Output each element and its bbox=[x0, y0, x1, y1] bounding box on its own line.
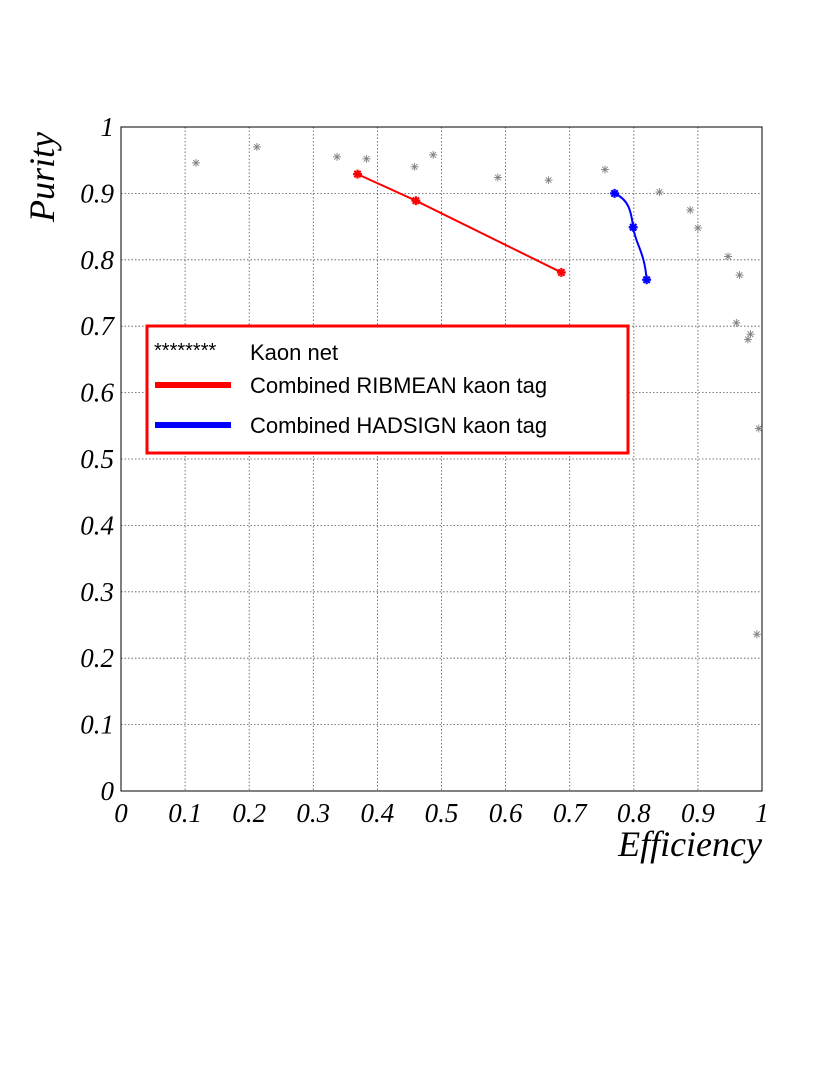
data-series bbox=[191, 142, 763, 639]
data-point bbox=[252, 142, 261, 151]
y-tick-label: 0.3 bbox=[80, 577, 114, 607]
data-point bbox=[686, 206, 695, 214]
x-tick-label: 1 bbox=[755, 798, 769, 828]
x-axis-tick-labels: 0 0.1 0.2 0.3 0.4 0.5 0.6 0.7 0.8 0.9 1 bbox=[114, 798, 769, 828]
grid bbox=[121, 127, 762, 791]
y-tick-label: 0.8 bbox=[80, 245, 114, 275]
data-point bbox=[610, 188, 620, 198]
y-tick-label: 0 bbox=[101, 776, 115, 806]
legend: ******** Kaon net Combined RIBMEAN kaon … bbox=[145, 324, 630, 455]
plot-frame bbox=[120, 126, 763, 792]
data-point bbox=[493, 173, 502, 182]
data-point bbox=[544, 176, 553, 185]
y-tick-label: 0.9 bbox=[80, 178, 114, 208]
legend-label-kaon-net: Kaon net bbox=[250, 340, 338, 365]
data-point bbox=[362, 154, 371, 163]
data-point bbox=[628, 222, 638, 232]
data-point bbox=[191, 158, 200, 167]
data-point bbox=[754, 424, 763, 433]
y-axis-tick-labels: 0 0.1 0.2 0.3 0.4 0.5 0.6 0.7 0.8 0.9 1 bbox=[80, 112, 115, 806]
x-tick-label: 0.7 bbox=[553, 798, 588, 828]
x-tick-label: 0.6 bbox=[489, 798, 523, 828]
data-point bbox=[600, 165, 609, 174]
x-tick-label: 0.4 bbox=[361, 798, 395, 828]
series-line bbox=[357, 173, 562, 274]
legend-marker-kaon-net: ******** bbox=[154, 340, 216, 362]
legend-frame bbox=[145, 324, 630, 455]
data-point bbox=[410, 162, 419, 171]
series-kaon-net bbox=[191, 142, 763, 639]
y-tick-label: 0.2 bbox=[80, 643, 114, 673]
data-point bbox=[353, 169, 363, 179]
series-line bbox=[614, 192, 648, 280]
y-axis-title: Purity bbox=[22, 132, 62, 223]
legend-label-hadsign: Combined HADSIGN kaon tag bbox=[250, 413, 547, 438]
legend-label-ribmean: Combined RIBMEAN kaon tag bbox=[250, 373, 547, 398]
x-tick-label: 0.5 bbox=[425, 798, 459, 828]
x-tick-label: 0.3 bbox=[296, 798, 330, 828]
y-tick-label: 0.7 bbox=[80, 311, 115, 341]
data-point bbox=[556, 267, 566, 277]
y-tick-label: 1 bbox=[101, 112, 115, 142]
series-combined-hadsign-kaon-tag bbox=[610, 188, 652, 285]
x-tick-label: 0.8 bbox=[617, 798, 651, 828]
data-point bbox=[724, 252, 733, 261]
data-point bbox=[429, 150, 438, 159]
x-tick-label: 0.2 bbox=[232, 798, 266, 828]
y-tick-label: 0.4 bbox=[80, 510, 114, 540]
data-point bbox=[732, 318, 741, 327]
y-tick-label: 0.6 bbox=[80, 378, 114, 408]
x-tick-label: 0 bbox=[114, 798, 128, 828]
data-point bbox=[743, 335, 752, 344]
x-axis-title: Efficiency bbox=[617, 824, 762, 864]
data-point bbox=[746, 330, 755, 339]
y-tick-label: 0.5 bbox=[80, 444, 114, 474]
data-point bbox=[411, 196, 421, 206]
x-tick-label: 0.1 bbox=[168, 798, 202, 828]
series-combined-ribmean-kaon-tag bbox=[353, 169, 566, 277]
x-tick-label: 0.9 bbox=[681, 798, 715, 828]
data-point bbox=[735, 271, 744, 280]
data-point bbox=[752, 630, 761, 639]
data-point bbox=[333, 152, 342, 161]
data-point bbox=[693, 223, 702, 232]
y-tick-label: 0.1 bbox=[80, 710, 114, 740]
data-point bbox=[655, 188, 664, 197]
data-point bbox=[642, 275, 652, 285]
